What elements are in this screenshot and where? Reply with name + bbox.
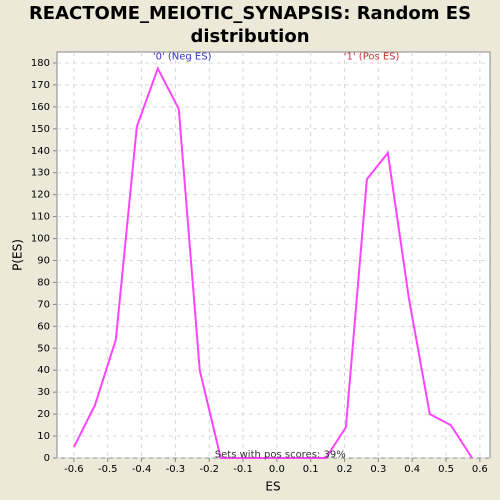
y-tick-label: 30 — [37, 387, 50, 398]
chart-title: REACTOME_MEIOTIC_SYNAPSIS: Random ES dis… — [28, 3, 472, 47]
annotation: '1' (Pos ES) — [344, 51, 400, 62]
x-tick-label: 0.4 — [404, 464, 420, 475]
y-tick-label: 60 — [37, 321, 50, 332]
x-tick-label: -0.4 — [132, 464, 152, 475]
x-tick-label: 0.3 — [370, 464, 386, 475]
y-tick-label: 40 — [37, 365, 50, 376]
y-tick-label: 120 — [31, 190, 50, 201]
y-tick-label: 20 — [37, 409, 50, 420]
y-tick-label: 0 — [44, 453, 50, 464]
y-tick-label: 90 — [37, 255, 50, 266]
x-tick-label: -0.1 — [233, 464, 253, 475]
y-tick-label: 70 — [37, 299, 50, 310]
y-tick-label: 80 — [37, 277, 50, 288]
x-tick-label: -0.5 — [98, 464, 118, 475]
x-axis-label: ES — [265, 480, 280, 494]
x-tick-label: 0.6 — [472, 464, 488, 475]
y-tick-label: 160 — [31, 102, 50, 113]
x-tick-label: 0.5 — [438, 464, 454, 475]
x-tick-label: 0.0 — [269, 464, 285, 475]
y-tick-label: 170 — [31, 80, 50, 91]
x-tick-label: -0.2 — [199, 464, 219, 475]
y-tick-label: 130 — [31, 168, 50, 179]
y-tick-label: 150 — [31, 124, 50, 135]
annotation: '0' (Neg ES) — [153, 51, 212, 62]
y-tick-label: 100 — [31, 234, 50, 245]
x-tick-label: -0.6 — [64, 464, 84, 475]
y-tick-label: 50 — [37, 343, 50, 354]
x-tick-label: -0.3 — [166, 464, 186, 475]
x-tick-label: 0.2 — [337, 464, 353, 475]
y-tick-label: 140 — [31, 146, 50, 157]
y-tick-label: 180 — [31, 58, 50, 69]
y-tick-label: 10 — [37, 431, 50, 442]
annotation: Sets with pos scores: 39% — [215, 450, 346, 461]
x-tick-label: 0.1 — [303, 464, 319, 475]
line-series — [73, 65, 473, 459]
y-axis-label: P(ES) — [11, 239, 25, 271]
plot-area — [56, 51, 491, 459]
y-tick-label: 110 — [31, 212, 50, 223]
